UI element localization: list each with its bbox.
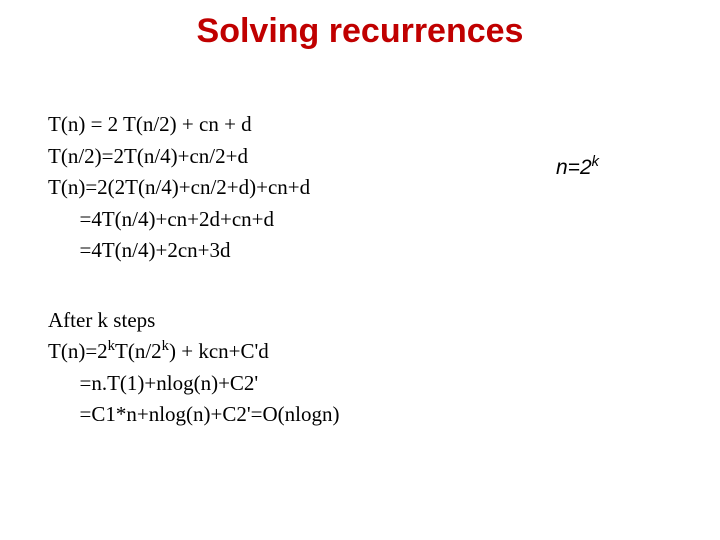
annotation-text: n=2 — [556, 156, 592, 179]
equation-block-1: T(n) = 2 T(n/2) + cn + d T(n/2)=2T(n/4)+… — [48, 109, 720, 267]
equation-line-superscript: T(n)=2kT(n/2k) + kcn+C'd — [48, 336, 720, 368]
eq-superscript: k — [108, 338, 115, 354]
annotation-superscript: k — [592, 154, 599, 170]
content-area: T(n) = 2 T(n/2) + cn + d T(n/2)=2T(n/4)+… — [0, 51, 720, 431]
equation-line: T(n/2)=2T(n/4)+cn/2+d — [48, 141, 720, 173]
equation-line: =n.T(1)+nlog(n)+C2' — [48, 368, 720, 400]
eq-superscript: k — [162, 338, 169, 354]
annotation-note: n=2k — [556, 156, 599, 180]
equation-line: After k steps — [48, 305, 720, 337]
eq-text: T(n/2 — [115, 339, 162, 363]
equation-block-2: After k steps T(n)=2kT(n/2k) + kcn+C'd =… — [48, 305, 720, 431]
eq-text: T(n)=2 — [48, 339, 108, 363]
equation-line: =4T(n/4)+cn+2d+cn+d — [48, 204, 720, 236]
equation-line: T(n) = 2 T(n/2) + cn + d — [48, 109, 720, 141]
equation-line: T(n)=2(2T(n/4)+cn/2+d)+cn+d — [48, 172, 720, 204]
equation-line: =C1*n+nlog(n)+C2'=O(nlogn) — [48, 399, 720, 431]
equation-line: =4T(n/4)+2cn+3d — [48, 235, 720, 267]
eq-text: ) + kcn+C'd — [169, 339, 269, 363]
slide-title: Solving recurrences — [0, 0, 720, 51]
